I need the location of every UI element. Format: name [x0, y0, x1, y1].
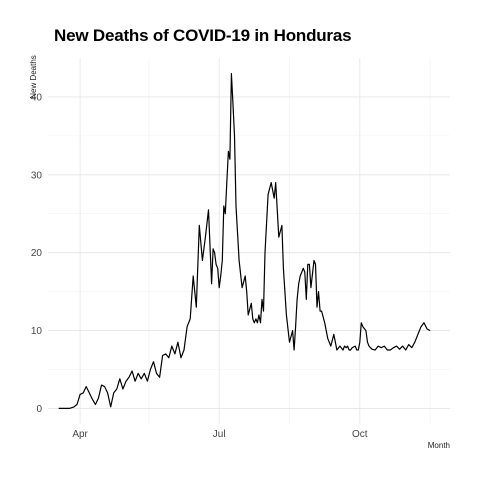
chart-title: New Deaths of COVID-19 in Honduras: [54, 26, 352, 45]
grid-lines: [48, 58, 450, 424]
y-tick-label: 30: [31, 170, 43, 181]
series-line-new-deaths: [58, 72, 431, 409]
y-tick-label: 20: [31, 248, 43, 259]
y-tick-label: 10: [31, 326, 43, 337]
axis-labels: New Deaths Month Apr Jul Oct 0 10 20 30 40: [29, 55, 450, 450]
x-tick-label: Oct: [352, 429, 368, 440]
x-tick-label: Apr: [72, 429, 88, 440]
x-axis-label: Month: [428, 441, 450, 450]
y-tick-label: 0: [36, 404, 42, 415]
x-tick-label: Jul: [213, 429, 226, 440]
y-tick-label: 40: [31, 92, 43, 103]
series-layer: [58, 72, 431, 409]
y-axis-label: New Deaths: [29, 55, 38, 99]
